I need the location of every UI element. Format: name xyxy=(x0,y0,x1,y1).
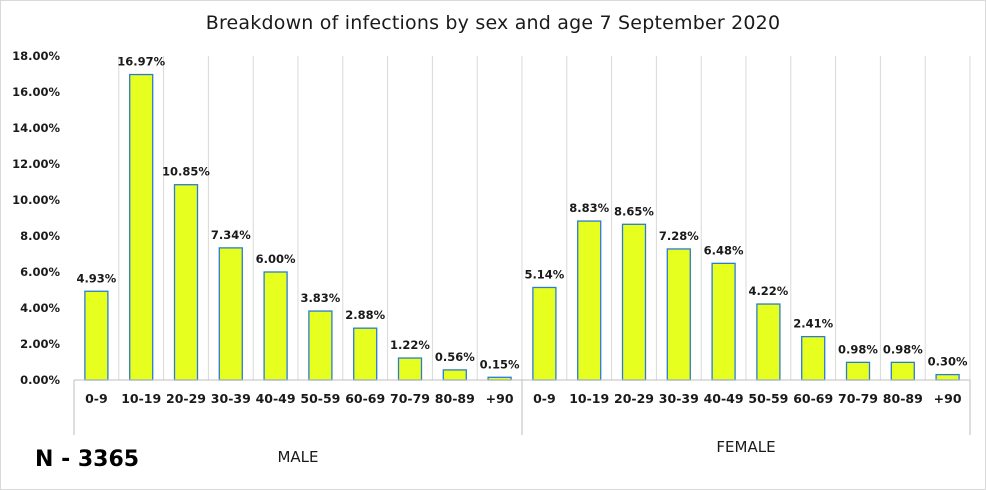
data-label: 7.34% xyxy=(211,228,251,242)
x-tick-label: 0-9 xyxy=(533,391,556,406)
x-tick-label: 80-89 xyxy=(883,391,923,406)
y-tick-label: 4.00% xyxy=(20,301,60,315)
data-label: 4.22% xyxy=(748,284,788,298)
x-tick-label: 50-59 xyxy=(748,391,788,406)
data-label: 6.00% xyxy=(256,252,296,266)
bar xyxy=(84,290,109,381)
data-label: 0.30% xyxy=(928,355,968,369)
data-label: 0.98% xyxy=(838,342,878,356)
y-tick-label: 14.00% xyxy=(12,121,60,135)
chart-title: Breakdown of infections by sex and age 7… xyxy=(205,12,781,34)
bar xyxy=(801,335,826,381)
data-label: 0.98% xyxy=(883,342,923,356)
y-tick-label: 8.00% xyxy=(20,229,60,243)
data-label: 2.41% xyxy=(793,317,833,331)
data-label: 0.15% xyxy=(480,357,520,371)
bar xyxy=(845,361,871,381)
x-axis: 0-9 10-19 20-29 30-39 40-49 50-59 60-69 70-79 80… xyxy=(73,379,971,466)
x-tick-label: 20-29 xyxy=(614,391,654,406)
gridlines xyxy=(118,56,971,380)
bar xyxy=(353,327,378,381)
x-tick-label: 40-49 xyxy=(256,391,296,406)
x-tick-label: 10-19 xyxy=(569,391,609,406)
group-label: FEMALE xyxy=(716,438,775,456)
bar xyxy=(577,220,602,381)
bar xyxy=(397,357,423,381)
bar xyxy=(935,373,960,381)
bar xyxy=(129,73,154,381)
bar xyxy=(263,271,288,381)
x-tick-label: 0-9 xyxy=(85,391,108,406)
x-tick-label: 50-59 xyxy=(300,391,340,406)
x-tick-label: 70-79 xyxy=(838,391,878,406)
data-labels: 4.93% 16.97% 10.85% 7.34% 6.00% 3.83% 2.88% 1.2… xyxy=(76,55,968,372)
data-label: 16.97% xyxy=(117,55,165,69)
x-tick-label: 30-39 xyxy=(211,391,251,406)
bar xyxy=(666,248,691,381)
data-label: 5.14% xyxy=(524,267,564,281)
bar xyxy=(711,262,736,381)
y-tick-label: 12.00% xyxy=(12,157,60,171)
y-tick-label: 18.00% xyxy=(12,49,60,63)
y-axis: 0.00% 2.00% 4.00% 6.00% 8.00% 10.00% 12.00% 14.… xyxy=(12,49,60,387)
group-label: MALE xyxy=(277,448,318,466)
bars xyxy=(84,73,960,381)
sample-size-note: N - 3365 xyxy=(35,447,140,472)
data-label: 7.28% xyxy=(659,229,699,243)
x-tick-label: 60-69 xyxy=(793,391,833,406)
x-tick-label: +90 xyxy=(934,391,962,406)
bar xyxy=(173,184,199,381)
bar xyxy=(442,369,467,381)
data-label: 2.88% xyxy=(345,308,385,322)
data-label: 6.48% xyxy=(704,243,744,257)
bar xyxy=(621,223,647,381)
data-label: 4.93% xyxy=(76,271,116,285)
data-label: 0.56% xyxy=(435,350,475,364)
bar xyxy=(756,303,781,381)
x-tick-label: +90 xyxy=(486,391,514,406)
x-tick-label: 40-49 xyxy=(704,391,744,406)
x-tick-label: 30-39 xyxy=(659,391,699,406)
bar xyxy=(890,361,915,381)
bar xyxy=(532,286,557,381)
data-label: 3.83% xyxy=(300,291,340,305)
y-tick-label: 2.00% xyxy=(20,337,60,351)
data-label: 10.85% xyxy=(162,165,210,179)
data-label: 8.65% xyxy=(614,204,654,218)
bar xyxy=(218,247,243,381)
x-tick-label: 10-19 xyxy=(121,391,161,406)
data-label: 8.83% xyxy=(569,201,609,215)
y-tick-label: 10.00% xyxy=(12,193,60,207)
x-tick-label: 80-89 xyxy=(435,391,475,406)
bar xyxy=(308,310,333,381)
y-tick-label: 16.00% xyxy=(12,85,60,99)
data-label: 1.22% xyxy=(390,338,430,352)
y-tick-label: 6.00% xyxy=(20,265,60,279)
y-tick-label: 0.00% xyxy=(20,373,60,387)
x-tick-label: 60-69 xyxy=(345,391,385,406)
x-tick-label: 20-29 xyxy=(166,391,206,406)
x-tick-label: 70-79 xyxy=(390,391,430,406)
